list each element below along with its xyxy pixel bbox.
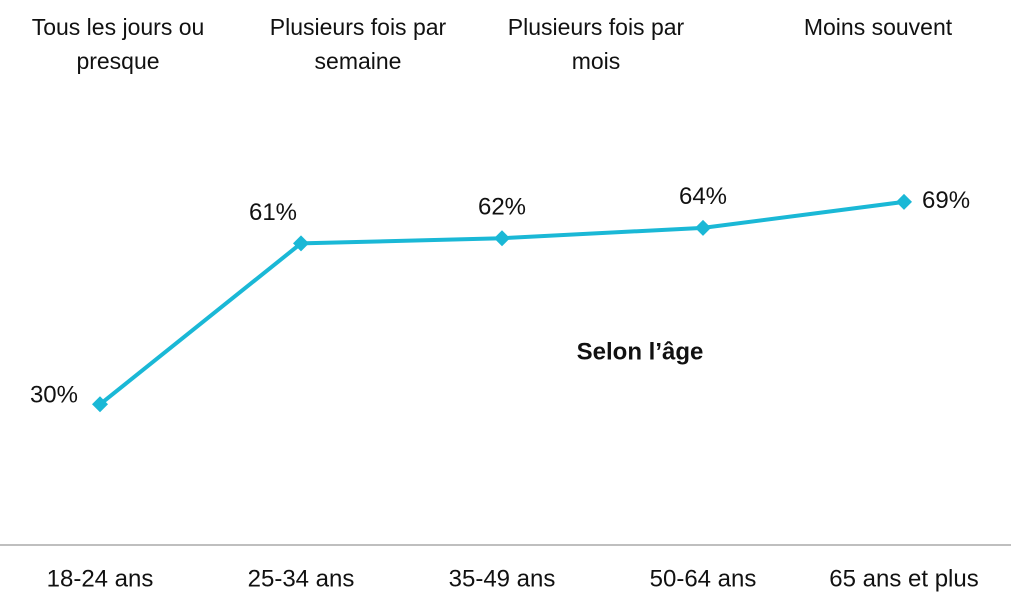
data-label: 61% — [249, 199, 297, 226]
x-tick-label: 35-49 ans — [449, 565, 556, 592]
header-label: Plusieurs fois par semaine — [269, 14, 447, 74]
data-label: 62% — [478, 194, 526, 221]
marker — [494, 230, 510, 247]
x-tick-label: 65 ans et plus — [829, 565, 978, 592]
marker — [896, 193, 912, 210]
marker — [695, 219, 711, 236]
annotation: Selon l’âge — [577, 338, 704, 365]
x-tick-label: 50-64 ans — [650, 565, 757, 592]
data-label: 69% — [922, 187, 970, 214]
x-tick-label: 25-34 ans — [248, 565, 355, 592]
x-tick-label: 18-24 ans — [47, 565, 154, 592]
header-label: Moins souvent — [803, 14, 953, 40]
marker — [293, 235, 309, 252]
header-label: Plusieurs fois par mois — [507, 14, 685, 74]
header-label: Tous les jours ou presque — [31, 14, 205, 74]
marker — [92, 396, 108, 413]
data-label: 30% — [30, 382, 78, 409]
data-label: 64% — [679, 183, 727, 210]
